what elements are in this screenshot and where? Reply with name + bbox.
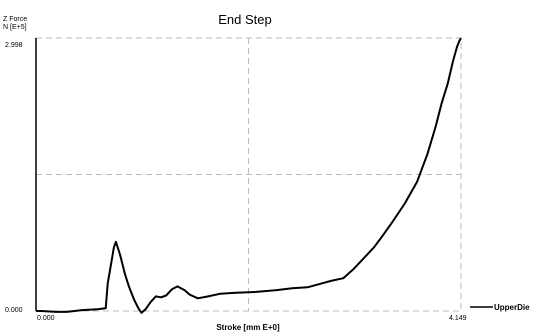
x-axis-label: Stroke [mm E+0] [216, 323, 280, 332]
legend: UpperDie [470, 303, 530, 312]
y-tick-label-min: 0.000 [5, 307, 23, 314]
series-line-upperdie [36, 37, 462, 314]
grid-lines [36, 38, 461, 311]
x-tick-label-min: 0.000 [37, 315, 55, 322]
y-axis-label-line1: Z Force [3, 16, 27, 23]
chart-title: End Step [218, 12, 272, 27]
legend-label-upperdie: UpperDie [494, 303, 530, 312]
plot-frame [35, 37, 462, 312]
x-tick-label-max: 4.149 [449, 315, 467, 322]
y-tick-label-max: 2.998 [5, 42, 23, 49]
y-axis-label-line2: N [E+5] [3, 24, 27, 31]
